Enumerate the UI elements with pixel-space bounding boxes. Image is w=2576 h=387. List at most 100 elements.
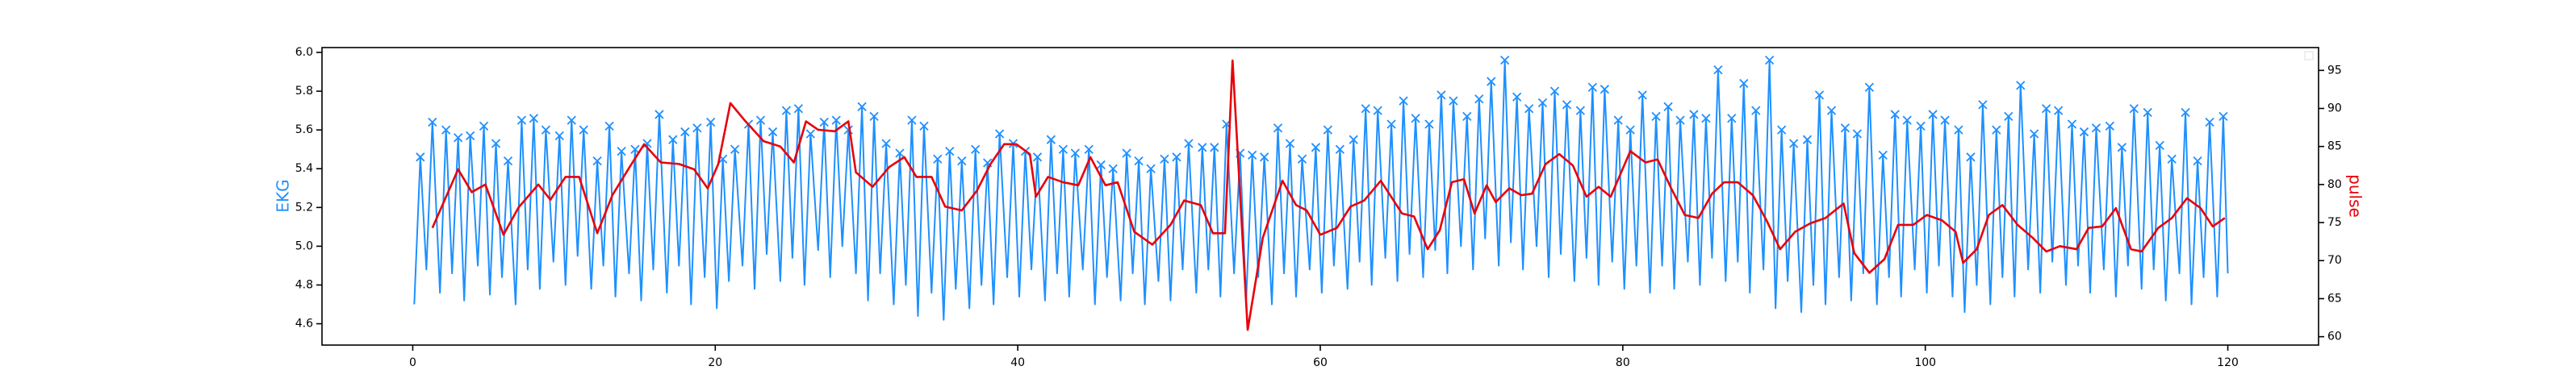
peak-marker (2067, 119, 2077, 129)
peak-marker (466, 131, 475, 141)
peak-marker (933, 154, 943, 164)
peak-marker (1184, 139, 1194, 148)
peak-marker (1361, 104, 1370, 114)
y-tick-label: 5.6 (295, 123, 313, 136)
peak-marker (869, 111, 879, 121)
peak-marker (1198, 143, 1207, 152)
peak-marker (1852, 129, 1862, 139)
peak-marker (2016, 81, 2026, 90)
peak-marker (1046, 135, 1056, 144)
peak-marker (1084, 144, 1094, 154)
peak-marker (454, 133, 463, 143)
peak-marker (1311, 143, 1321, 152)
peak-marker (1160, 154, 1169, 164)
peak-marker (1210, 143, 1219, 152)
peak-marker (2205, 117, 2214, 127)
peak-marker (441, 125, 451, 135)
peak-marker (957, 156, 967, 166)
y-tick-label: 4.8 (295, 278, 313, 291)
peak-marker (2105, 121, 2114, 131)
peak-marker (1172, 152, 1181, 162)
peak-marker (516, 115, 527, 125)
y2-axis-label: pulse (2346, 174, 2365, 218)
peak-marker (428, 117, 437, 127)
y2-tick-label: 85 (2327, 140, 2342, 153)
y-tick-label: 6.0 (295, 46, 313, 59)
peak-marker (1335, 144, 1345, 154)
peak-marker (668, 135, 678, 144)
peak-marker (1411, 114, 1420, 123)
peak-marker (592, 156, 602, 166)
peak-marker (1285, 139, 1295, 148)
peak-marker (1436, 90, 1446, 100)
peak-marker (1940, 115, 1950, 125)
peak-marker (1399, 96, 1408, 106)
peak-marker (1802, 135, 1813, 144)
peak-marker (1954, 125, 1963, 135)
peak-marker (1424, 119, 1434, 129)
peak-marker (604, 121, 614, 131)
peak-marker (1864, 82, 1874, 92)
peak-marker (2079, 127, 2089, 137)
peak-marker (2181, 107, 2190, 118)
peak-marker (1713, 65, 1723, 75)
peak-marker (881, 139, 891, 148)
peak-marker (895, 148, 905, 158)
peak-marker (1500, 55, 1510, 65)
peak-marker (630, 144, 640, 154)
peak-marker (971, 144, 981, 154)
x-tick-label: 20 (708, 356, 722, 369)
peak-marker (945, 146, 955, 156)
peak-marker (2155, 140, 2164, 151)
peak-marker (416, 152, 425, 162)
peak-marker (2030, 129, 2039, 139)
peak-marker (1108, 164, 1118, 173)
x-tick-label: 40 (1010, 356, 1025, 369)
peak-marker (730, 144, 740, 154)
peak-marker (617, 146, 626, 156)
peak-marker (2004, 111, 2014, 121)
peak-marker (1587, 82, 1597, 92)
y-tick-label: 5.4 (295, 162, 313, 175)
peak-marker (491, 139, 501, 148)
peak-marker (1537, 98, 1548, 108)
peak-marker (1373, 106, 1382, 115)
peak-marker (706, 117, 716, 127)
x-tick-label: 0 (409, 356, 416, 369)
peak-marker (819, 117, 829, 127)
peak-marker (541, 125, 551, 135)
peak-marker (2193, 156, 2202, 166)
peak-marker (1386, 119, 1396, 129)
y-tick-label: 5.8 (295, 85, 313, 98)
peak-marker (1966, 152, 1976, 162)
plot-frame (321, 47, 2319, 346)
peak-marker (1512, 92, 1522, 102)
peak-marker (995, 129, 1005, 139)
x-tick-label: 100 (1914, 356, 1936, 369)
peak-marker (1058, 144, 1068, 154)
peak-marker (1689, 110, 1699, 119)
peak-marker (1739, 78, 1749, 89)
peak-marker (554, 131, 564, 141)
peak-marker (692, 123, 702, 133)
peak-marker (1462, 111, 1472, 121)
peak-marker (1096, 160, 1106, 170)
peak-marker (529, 114, 539, 123)
peak-marker (2167, 154, 2177, 164)
peak-marker (1032, 152, 1043, 162)
peak-marker (1600, 85, 1609, 94)
peak-marker (1751, 106, 1761, 115)
peak-marker (831, 115, 841, 125)
peak-marker (1727, 114, 1737, 123)
peak-marker (1840, 123, 1850, 133)
peak-marker (1575, 106, 1586, 115)
peak-marker (1323, 125, 1333, 135)
peak-marker (805, 129, 816, 139)
peak-marker (1777, 125, 1787, 135)
y2-tick-label: 60 (2327, 331, 2342, 343)
peak-marker (479, 121, 489, 131)
peak-marker (1474, 94, 1484, 104)
x-tick-label: 60 (1313, 356, 1328, 369)
peak-marker (1070, 148, 1081, 158)
